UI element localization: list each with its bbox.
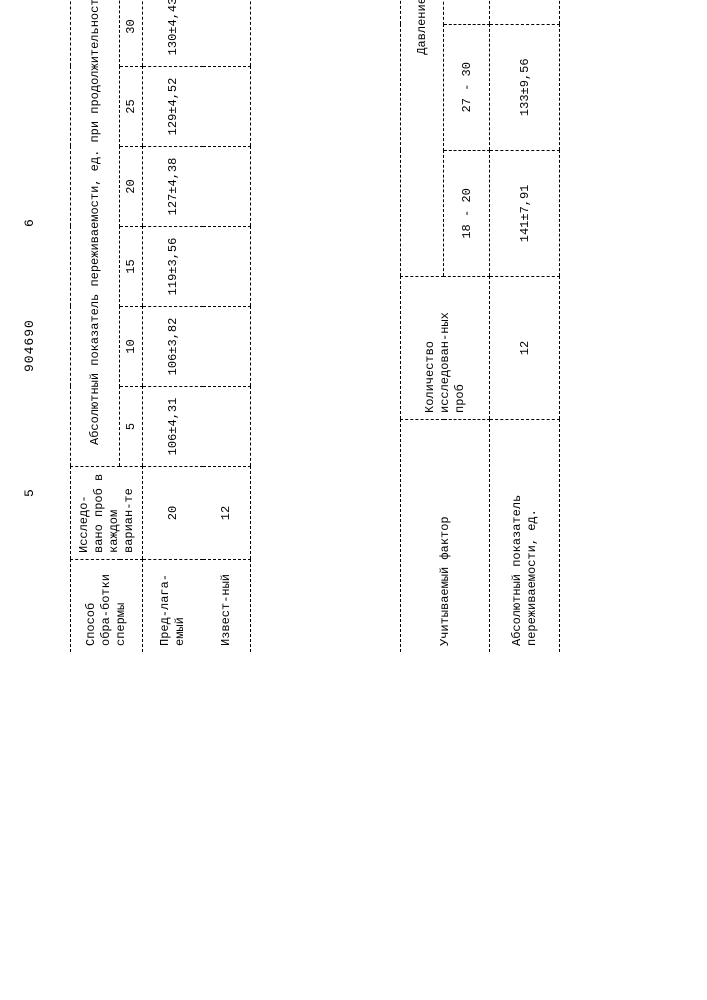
table2-row-factor: Абсолютный показатель переживаемости, ед…: [490, 420, 560, 653]
table1-duration-4: 25: [120, 67, 143, 147]
table1-row0-probes: 20: [143, 467, 203, 560]
table1-row0-val2: 119±3,56: [143, 227, 203, 307]
table1-duration-2: 15: [120, 227, 143, 307]
table2-pressure-0: 18 - 20: [444, 150, 490, 276]
table2-pressure-1: 27 - 30: [444, 24, 490, 150]
table1-row0-val4: 129±4,52: [143, 67, 203, 147]
table2-col-count-header: Количество исследован-ных проб: [401, 277, 490, 420]
page-number-right: 6: [22, 218, 37, 227]
table2-row-val0: 141±7,91: [490, 150, 560, 276]
rotated-page-content: 5 904690 6 Т а б л и ц а 1 Способ обра-б…: [0, 0, 707, 707]
table2-row-count: 12: [490, 277, 560, 420]
table1-col-method-header: Способ обра-ботки спермы: [71, 560, 143, 653]
table1-row1-method: Извест-ный: [203, 560, 251, 653]
table1-row1-val4: [203, 67, 251, 147]
table1-row0-val5: 130±4,43: [143, 0, 203, 67]
table1-row1-val5: [203, 0, 251, 67]
table2-row-val2: 129±10,80: [490, 0, 560, 24]
table2-pressure-2: 36 - 40: [444, 0, 490, 24]
table1-col-probes-header: Исследо-вано проб в каждом вариан-те: [71, 467, 143, 560]
table1-duration-1: 10: [120, 307, 143, 387]
table1-row1-val0: [203, 387, 251, 467]
document-number: 904690: [22, 319, 37, 372]
table1: Способ обра-ботки спермы Исследо-вано пр…: [70, 0, 251, 652]
table1-row1-val1: [203, 307, 251, 387]
table1-duration-5: 30: [120, 0, 143, 67]
table2-row-val1: 133±9,56: [490, 24, 560, 150]
table1-row0-val0: 106±4,31: [143, 387, 203, 467]
table1-span-header: Абсолютный показатель переживаемости, ед…: [71, 0, 120, 467]
table1-row0-val3: 127±4,38: [143, 147, 203, 227]
table2-col-factor-header: Учитываемый фактор: [401, 420, 490, 653]
table1-row0-method: Пред-лага-емый: [143, 560, 203, 653]
table1-duration-0: 5: [120, 387, 143, 467]
table1-duration-3: 20: [120, 147, 143, 227]
table2: Учитываемый фактор Количество исследован…: [400, 0, 560, 652]
page-number-left: 5: [22, 488, 37, 497]
table1-row1-val2: [203, 227, 251, 307]
table1-row1-probes: 12: [203, 467, 251, 560]
table2-pressure-header: Давление, Па: [401, 0, 444, 277]
table1-row0-val1: 106±3,82: [143, 307, 203, 387]
table1-row1-val3: [203, 147, 251, 227]
